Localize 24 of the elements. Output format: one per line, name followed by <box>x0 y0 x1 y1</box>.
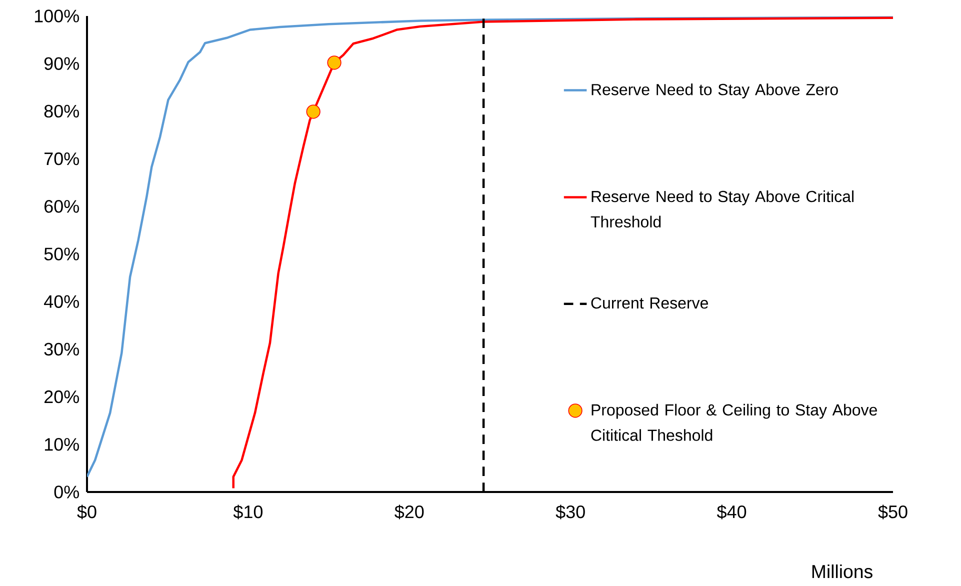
x-tick-label: $40 <box>716 504 746 520</box>
x-tick-label: $0 <box>77 504 96 520</box>
x-tick-label: $10 <box>233 504 263 520</box>
y-tick-label: 60% <box>44 200 79 213</box>
legend-label: Reserve Need to Stay Above Zero <box>592 83 838 98</box>
y-tick-label: 0% <box>54 486 79 498</box>
line-series <box>87 16 894 478</box>
y-tick-label: 10% <box>44 438 79 451</box>
x-axis-title: Millions <box>812 564 872 578</box>
y-tick-label: 40% <box>44 295 79 308</box>
legend-label: Current Reserve <box>591 297 708 309</box>
x-tick-label: $50 <box>878 504 908 520</box>
legend-label: Proposed Floor & Ceiling to Stay Above Cititical Theshold <box>591 404 877 441</box>
line-series <box>232 16 894 490</box>
y-tick-label: 90% <box>44 57 79 70</box>
y-tick-label: 80% <box>44 104 79 118</box>
y-tick-label: 30% <box>44 342 79 356</box>
y-tick-label: 100% <box>34 10 79 22</box>
y-tick-label: 20% <box>44 390 79 404</box>
x-tick-label: $20 <box>394 504 424 520</box>
y-tick-label: 70% <box>44 152 79 166</box>
x-tick-label: $30 <box>556 504 585 520</box>
y-tick-label: 50% <box>44 248 79 260</box>
legend-label: Reserve Need to Stay Above Critical Threshold <box>590 190 854 228</box>
